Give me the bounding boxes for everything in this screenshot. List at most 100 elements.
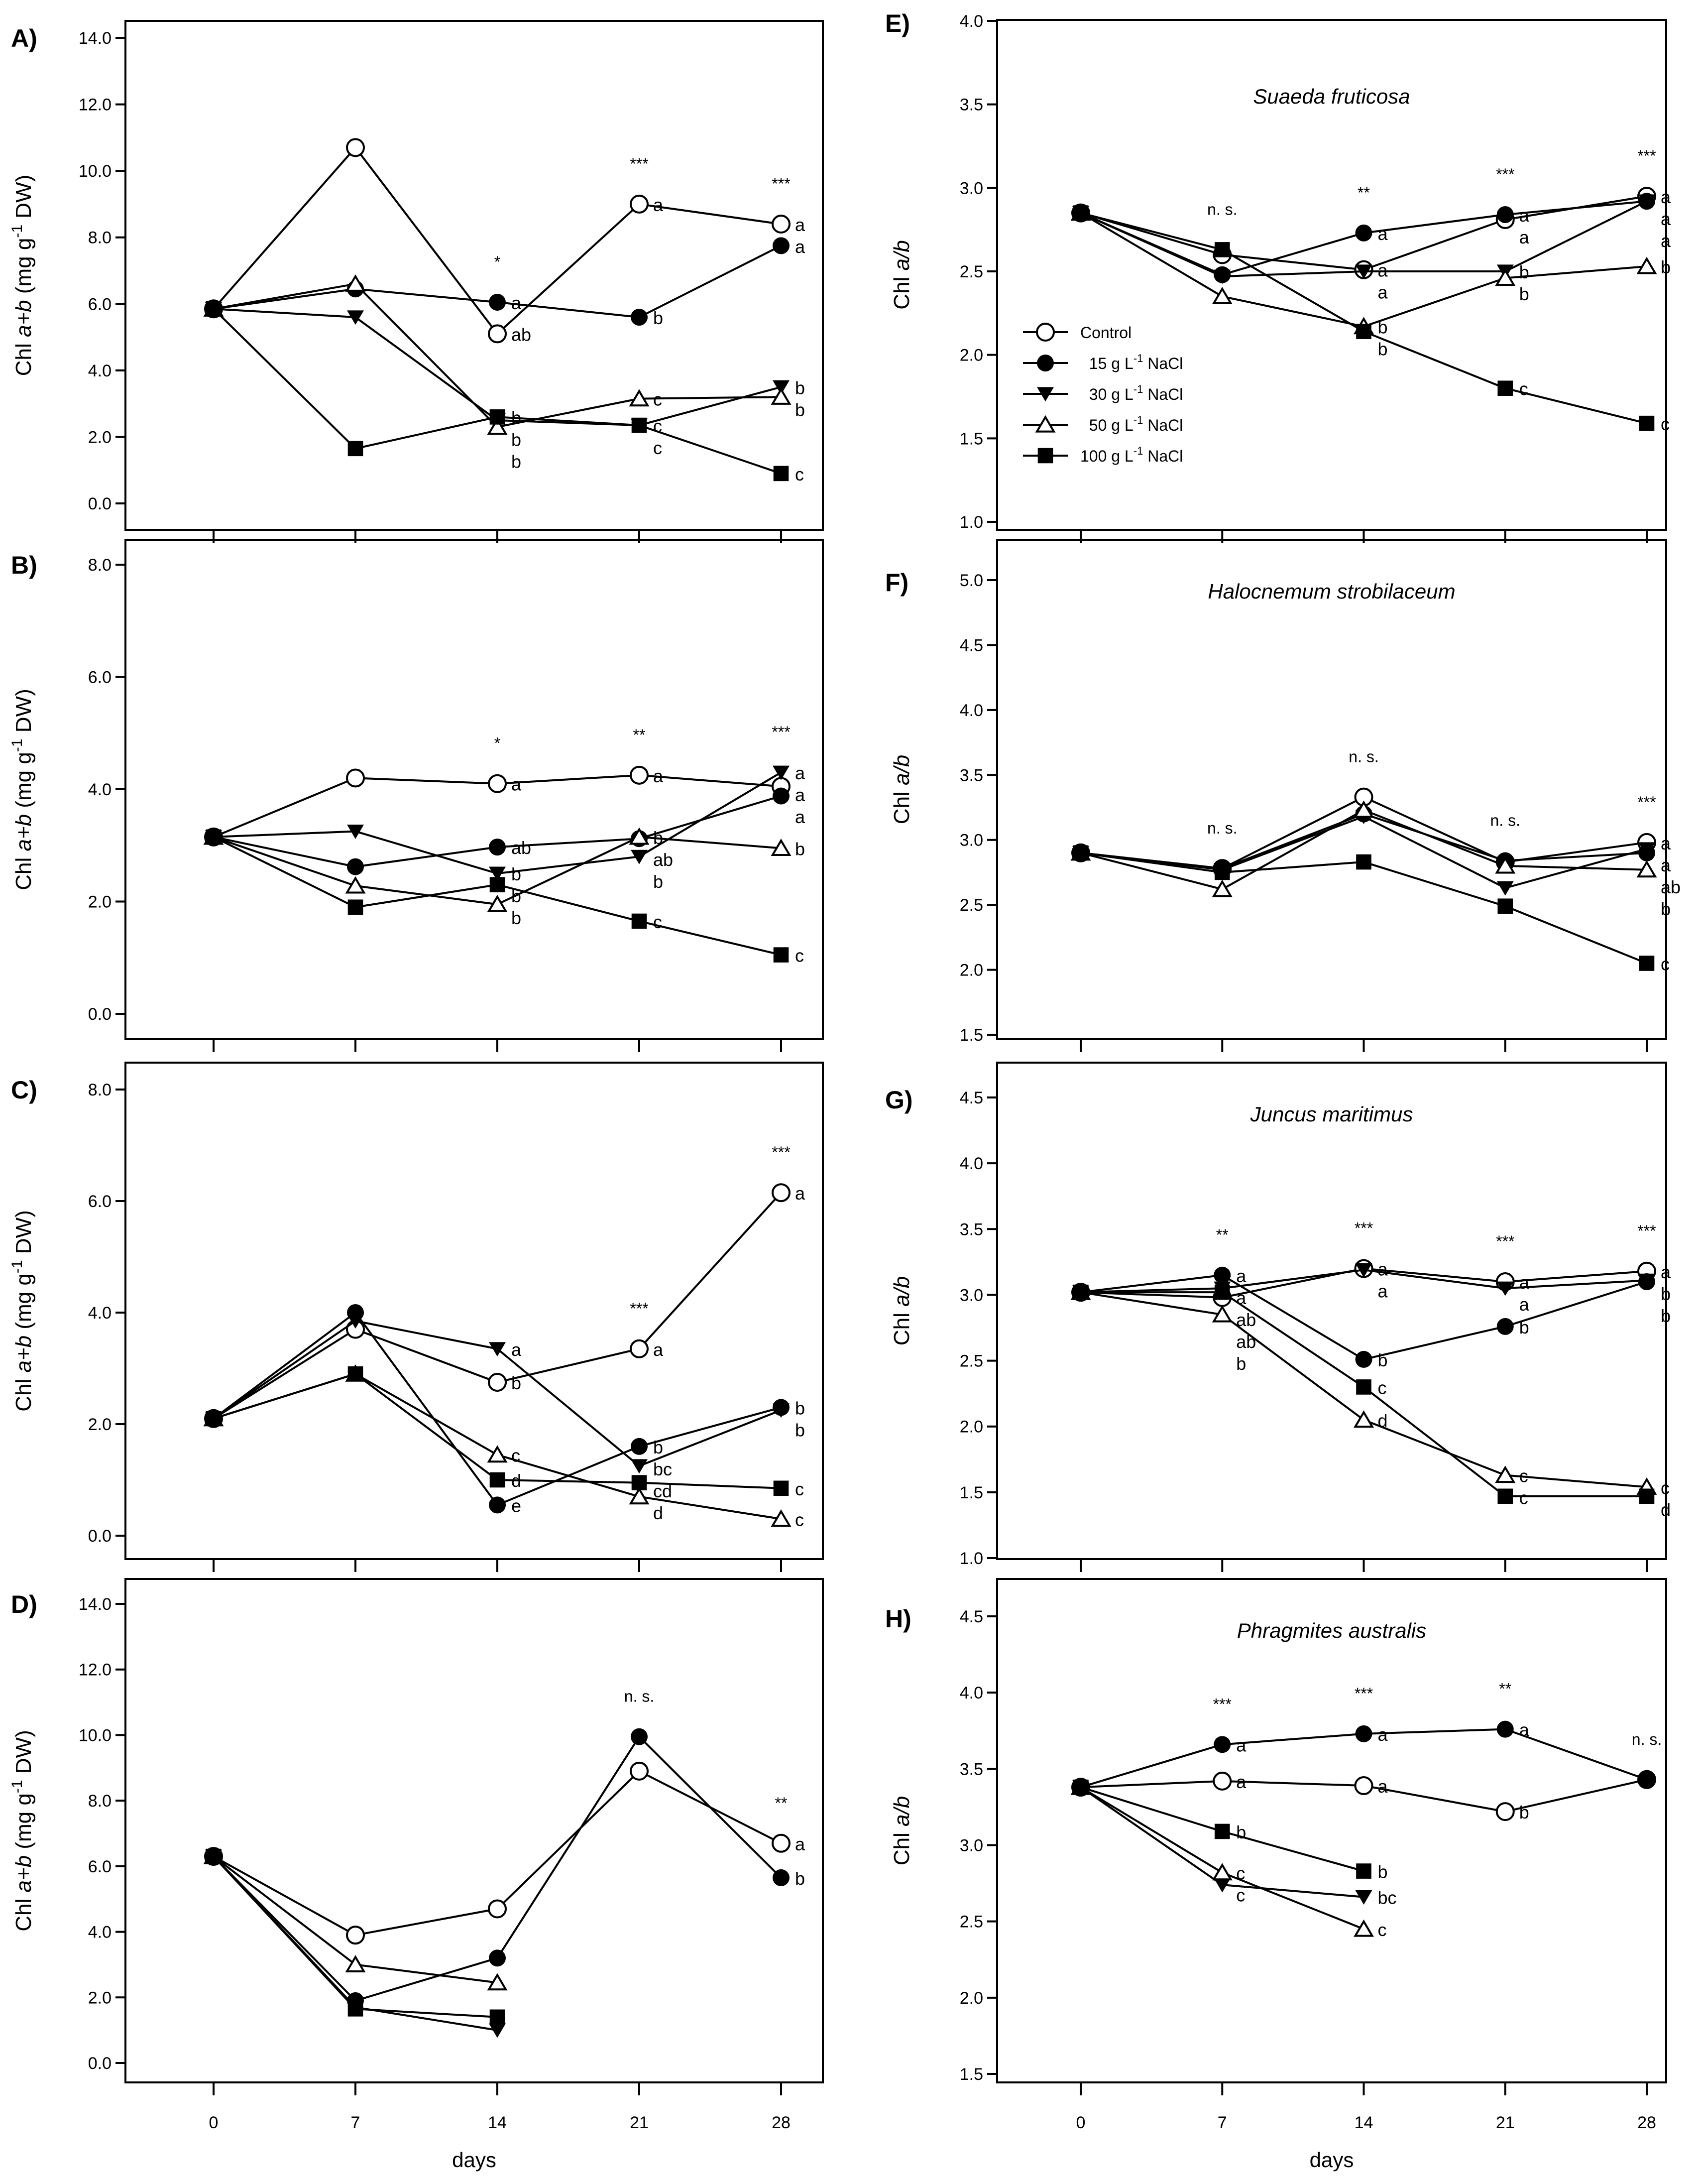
significance-letter: a <box>1661 833 1671 853</box>
y-label-part: Chl <box>890 1307 914 1345</box>
series-2: b c b <box>205 302 805 450</box>
plot-frame <box>124 539 824 1040</box>
significance-letter: b <box>1236 1822 1246 1842</box>
series-0: a a b <box>1071 1770 1656 1822</box>
significance-marker: n. s. <box>624 1688 654 1705</box>
significance-letter: d <box>1661 1499 1671 1520</box>
significance-letter: c <box>1661 414 1670 434</box>
significance-letter: bc <box>653 1459 672 1479</box>
significance-letter: b <box>1519 1802 1529 1822</box>
plot-frame <box>124 20 824 531</box>
data-point <box>1214 864 1230 880</box>
data-point <box>773 1480 789 1496</box>
significance-letter: b <box>795 1398 805 1418</box>
series-4: bcc <box>206 829 804 966</box>
data-point <box>631 1475 647 1490</box>
y-tick-label: 12.0 <box>79 1661 112 1680</box>
data-point <box>489 1949 506 1967</box>
panel-b: 0.02.04.06.08.0B)Chl a+b (mg g-1 DW)a aaa… <box>9 539 824 1052</box>
y-tick-label: 3.0 <box>960 1836 983 1855</box>
data-point <box>1213 1771 1232 1791</box>
y-tick-label: 10.0 <box>79 1726 112 1745</box>
data-point <box>1638 1771 1655 1788</box>
data-point <box>489 1496 506 1514</box>
data-point <box>487 894 508 912</box>
y-tick-label: 0.0 <box>88 494 112 513</box>
legend-sup: -1 <box>1134 445 1143 457</box>
significance-letter: b <box>1378 1862 1388 1882</box>
data-point <box>1495 856 1516 874</box>
y-tick-label: 2.0 <box>88 1988 112 2007</box>
panel-c: 0.02.04.06.08.0C)Chl a+b (mg g-1 DW)baae… <box>9 1062 824 1572</box>
series-3: cc <box>1070 1777 1387 1940</box>
data-point <box>347 1314 364 1329</box>
data-point <box>487 1445 508 1463</box>
legend-text: 50 g L <box>1080 416 1134 434</box>
panel-e: 1.0 1.5 2.0 2.5 3.0 3.5 4.0 E) Chl a/b Suaeda fru… <box>885 9 1671 543</box>
significance-letter: a <box>511 1339 522 1360</box>
significance-letter: b <box>511 451 521 472</box>
legend-text: Control <box>1080 324 1132 342</box>
series-4: c <box>1073 845 1670 974</box>
y-axis-label: Chl a/b <box>890 240 914 309</box>
data-point <box>1073 205 1089 221</box>
y-label-part: a/b <box>890 755 914 785</box>
data-point <box>488 324 507 344</box>
significance-letter: a <box>1236 1735 1247 1755</box>
data-point <box>773 787 790 805</box>
significance-letter: d <box>653 1503 663 1523</box>
data-point <box>1214 1266 1231 1284</box>
significance-marker: n. s. <box>1207 200 1237 218</box>
data-point <box>1354 1410 1374 1428</box>
significance-letter: a <box>653 766 664 786</box>
y-tick-label: 6.0 <box>88 295 112 314</box>
y-tick-label: 0.0 <box>88 1527 112 1546</box>
significance-letter: a <box>795 785 805 805</box>
data-point <box>489 1342 506 1357</box>
legend-marker <box>1037 387 1054 402</box>
y-label-part: a+b <box>11 1855 36 1893</box>
y-tick-label: 4.0 <box>88 362 112 380</box>
data-point <box>1354 1919 1374 1937</box>
plot-frame <box>124 1578 824 2083</box>
x-tick-label: 14 <box>488 2113 507 2132</box>
y-axis-label: Chl a/b <box>890 755 914 824</box>
data-point <box>1354 800 1374 818</box>
data-point <box>630 1339 649 1358</box>
series-2: a <box>1072 810 1671 896</box>
y-axis-label: Chl a/b <box>890 1276 914 1345</box>
y-label-part: DW) <box>11 1730 36 1780</box>
y-tick-label: 10.0 <box>79 162 112 181</box>
significance-letter: b <box>795 839 805 859</box>
y-tick-label: 1.5 <box>960 2065 983 2084</box>
significance-letter: a <box>1519 1294 1530 1315</box>
y-tick-label: 3.0 <box>960 1286 983 1305</box>
significance-letter: a <box>1661 209 1671 229</box>
data-point <box>346 138 365 157</box>
significance-letter: a <box>1519 1720 1530 1740</box>
significance-letter: a <box>1519 205 1530 226</box>
legend: Control 15 g L-1 NaCl 30 g L-1 NaCl 50 g… <box>1023 323 1183 465</box>
y-label-part: Chl <box>890 785 914 824</box>
y-tick-label: 2.5 <box>960 896 983 915</box>
significance-letter: c <box>1378 1377 1387 1398</box>
significance-letter: e <box>511 1495 521 1516</box>
x-tick-label: 28 <box>772 2113 791 2132</box>
y-label-part: Chl <box>11 851 36 890</box>
y-tick-label: 2.0 <box>88 1415 112 1434</box>
data-point <box>488 1899 507 1919</box>
significance-letter: b <box>653 308 663 328</box>
legend-text: 15 g L <box>1080 355 1134 372</box>
data-point <box>773 237 790 254</box>
x-tick-label: 0 <box>1076 2113 1086 2132</box>
data-point <box>347 824 364 839</box>
y-tick-label: 2.0 <box>960 1989 983 2008</box>
significance-letter: a <box>1378 224 1388 244</box>
significance-letter: b <box>653 828 663 848</box>
significance-letter: b <box>1378 1350 1388 1370</box>
legend-sup: -1 <box>1134 414 1143 426</box>
series-line <box>1080 815 1647 889</box>
